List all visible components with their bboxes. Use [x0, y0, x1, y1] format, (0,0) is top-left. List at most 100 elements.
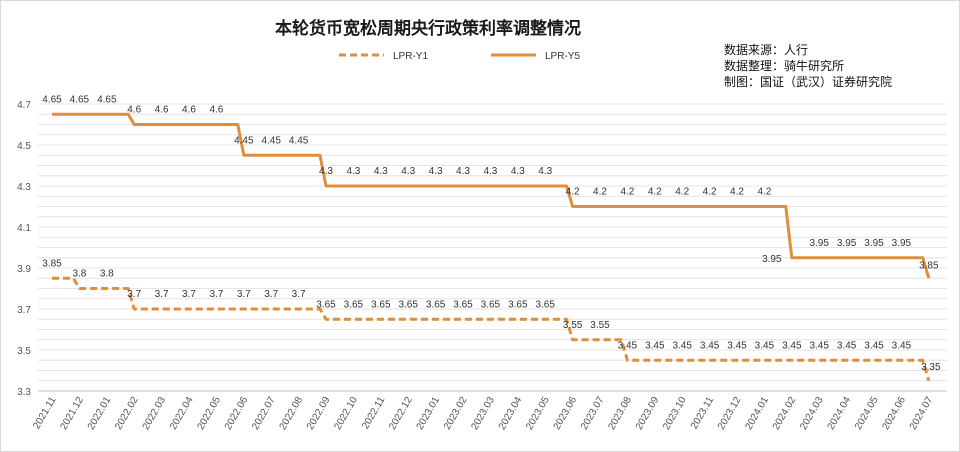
- data-label-lpr-y1: 3.65: [371, 299, 391, 310]
- x-tick-label: 2023.01: [415, 395, 443, 432]
- x-tick-label: 2022.12: [387, 395, 415, 432]
- data-label-lpr-y5: 4.6: [127, 105, 141, 116]
- data-label-lpr-y1: 3.65: [344, 299, 364, 310]
- data-label-lpr-y5: 4.6: [155, 105, 169, 116]
- data-label-lpr-y1: 3.45: [864, 340, 884, 351]
- x-tick-label: 2022.08: [278, 395, 306, 432]
- data-label-lpr-y5: 4.3: [456, 166, 470, 177]
- data-label-lpr-y5: 3.95: [762, 254, 782, 265]
- x-tick-label: 2023.07: [579, 395, 607, 432]
- data-label-lpr-y1: 3.35: [921, 362, 941, 373]
- data-label-lpr-y1: 3.7: [182, 289, 196, 300]
- data-label-lpr-y5: 4.3: [346, 166, 360, 177]
- data-label-lpr-y5: 3.95: [864, 238, 884, 249]
- data-label-lpr-y1: 3.8: [100, 269, 114, 280]
- x-tick-label: 2021.12: [58, 395, 86, 432]
- data-label-lpr-y1: 3.45: [755, 340, 775, 351]
- note-data-source: 数据来源：人行: [724, 42, 808, 57]
- legend-label-lpr-y1: LPR-Y1: [393, 51, 428, 62]
- data-label-lpr-y5: 4.45: [289, 135, 309, 146]
- x-tick-label: 2022.01: [86, 395, 114, 432]
- x-tick-label: 2024.01: [743, 395, 771, 432]
- series-line-lpr-y5: [52, 112, 931, 279]
- data-label-lpr-y1: 3.65: [426, 299, 446, 310]
- data-label-lpr-y1: 3.45: [645, 340, 665, 351]
- data-label-lpr-y1: 3.65: [535, 299, 555, 310]
- data-label-lpr-y5: 4.2: [620, 187, 634, 198]
- data-label-lpr-y5: 4.6: [182, 105, 196, 116]
- data-label-lpr-y5: 4.3: [319, 166, 333, 177]
- x-tick-label: 2023.06: [552, 395, 580, 432]
- data-label-lpr-y1: 3.45: [809, 340, 829, 351]
- x-tick-label: 2022.09: [305, 395, 333, 432]
- series-line-lpr-y1: [52, 276, 931, 382]
- data-label-lpr-y1: 3.85: [42, 258, 62, 269]
- y-tick-label: 3.9: [17, 264, 31, 275]
- x-tick-label: 2024.07: [908, 395, 936, 432]
- data-label-lpr-y5: 4.2: [648, 187, 662, 198]
- source-notes: 数据来源：人行 数据整理：骑牛研究所 制图：国证（武汉）证券研究院: [724, 42, 892, 89]
- legend: LPR-Y1 LPR-Y5: [339, 51, 580, 62]
- legend-label-lpr-y5: LPR-Y5: [545, 51, 580, 62]
- x-tick-label: 2022.07: [250, 395, 278, 432]
- data-label-lpr-y1: 3.65: [398, 299, 418, 310]
- x-tick-label: 2023.02: [442, 395, 470, 432]
- data-label-lpr-y5: 4.3: [401, 166, 415, 177]
- data-label-lpr-y1: 3.7: [209, 289, 223, 300]
- data-label-lpr-y5: 4.2: [566, 187, 580, 198]
- x-tick-label: 2024.05: [853, 395, 881, 432]
- x-tick-label: 2023.10: [661, 395, 689, 432]
- note-data-compiler: 数据整理：骑牛研究所: [724, 58, 844, 73]
- data-label-lpr-y1: 3.65: [316, 299, 336, 310]
- data-label-lpr-y5: 4.6: [209, 105, 223, 116]
- data-label-lpr-y5: 4.2: [593, 187, 607, 198]
- x-tick-label: 2023.09: [634, 395, 662, 432]
- data-label-lpr-y5: 4.65: [70, 94, 90, 105]
- data-label-lpr-y5: 4.3: [483, 166, 497, 177]
- y-tick-label: 4.7: [17, 100, 31, 111]
- data-label-lpr-y5: 4.2: [675, 187, 689, 198]
- y-tick-label: 3.5: [17, 346, 31, 357]
- data-label-lpr-y5: 4.2: [730, 187, 744, 198]
- x-tick-label: 2022.05: [195, 395, 223, 432]
- y-tick-label: 4.3: [17, 182, 31, 193]
- x-tick-label: 2023.05: [524, 395, 552, 432]
- data-label-lpr-y1: 3.45: [782, 340, 802, 351]
- chart-title: 本轮货币宽松周期央行政策利率调整情况: [275, 18, 581, 39]
- data-label-lpr-y1: 3.65: [481, 299, 501, 310]
- x-tick-label: 2022.10: [332, 395, 360, 432]
- x-tick-label: 2024.06: [880, 395, 908, 432]
- x-tick-label: 2022.02: [113, 395, 141, 432]
- data-label-lpr-y1: 3.45: [837, 340, 857, 351]
- data-label-lpr-y1: 3.55: [563, 320, 583, 331]
- data-label-lpr-y5: 4.3: [511, 166, 525, 177]
- data-label-lpr-y5: 4.3: [374, 166, 388, 177]
- x-tick-label: 2022.04: [168, 395, 196, 432]
- x-tick-label: 2023.04: [497, 395, 525, 432]
- data-label-lpr-y5: 4.2: [703, 187, 717, 198]
- data-label-lpr-y5: 4.65: [97, 94, 117, 105]
- y-axis: 3.3 3.5 3.7 3.9 4.1 4.3 4.5 4.7: [17, 100, 31, 398]
- data-label-lpr-y5: 4.65: [42, 94, 62, 105]
- data-label-lpr-y5: 4.3: [429, 166, 443, 177]
- data-label-lpr-y1: 3.7: [237, 289, 251, 300]
- y-tick-label: 4.1: [17, 223, 31, 234]
- x-tick-label: 2023.03: [469, 395, 497, 432]
- data-label-lpr-y5: 3.95: [809, 238, 829, 249]
- x-tick-label: 2021.11: [31, 395, 58, 432]
- data-label-lpr-y1: 3.8: [72, 269, 86, 280]
- data-label-lpr-y1: 3.65: [453, 299, 473, 310]
- data-labels: 3.85 3.8 3.8 3.7 3.7 3.7 3.7 3.7 3.7 3.7 3.65 3.65 3…: [42, 94, 941, 373]
- data-label-lpr-y1: 3.7: [292, 289, 306, 300]
- data-label-lpr-y1: 3.45: [727, 340, 747, 351]
- x-tick-label: 2022.06: [223, 395, 251, 432]
- x-tick-label: 2023.11: [689, 395, 716, 432]
- x-axis: 2021.11 2021.12 2022.01 2022.02 2022.03 2022.…: [31, 395, 935, 432]
- x-tick-label: 2022.11: [360, 395, 387, 432]
- data-label-lpr-y5: 3.85: [919, 260, 939, 271]
- data-label-lpr-y1: 3.45: [700, 340, 720, 351]
- data-label-lpr-y1: 3.7: [155, 289, 169, 300]
- y-tick-label: 4.5: [17, 141, 31, 152]
